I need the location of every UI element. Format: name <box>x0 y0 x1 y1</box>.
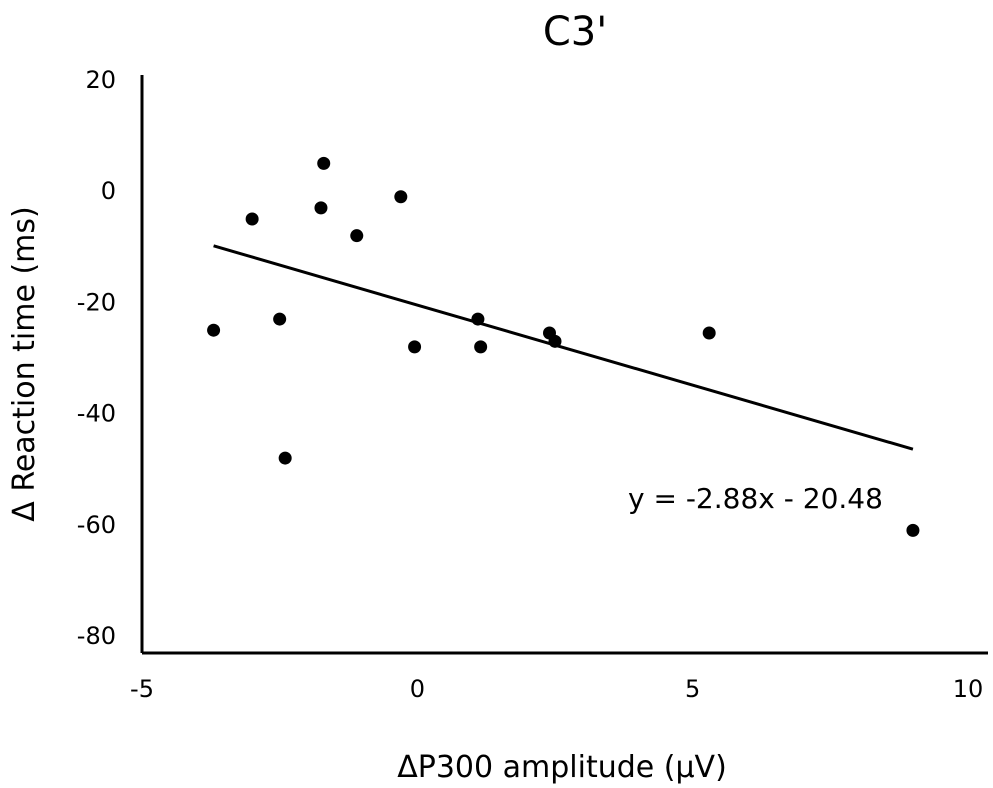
x-tick-label: 0 <box>410 675 425 703</box>
data-point <box>207 323 221 337</box>
x-axis-label: ΔP300 amplitude (μV) <box>397 750 727 785</box>
data-points <box>207 156 920 537</box>
data-point <box>471 312 485 326</box>
data-point <box>278 451 292 465</box>
y-tick-label: -80 <box>77 622 116 650</box>
data-point <box>408 340 422 354</box>
y-tick-label: -40 <box>77 400 116 428</box>
y-tick-label: 0 <box>101 177 116 205</box>
data-point <box>906 523 920 537</box>
data-point <box>245 212 259 226</box>
y-tick-label: -20 <box>77 288 116 316</box>
data-point <box>548 334 562 348</box>
data-point <box>394 190 408 204</box>
trendline <box>213 244 914 451</box>
y-tick-labels: 20 0 -20 -40 -60 -80 <box>77 66 116 650</box>
data-point <box>273 312 287 326</box>
axes <box>140 75 988 655</box>
data-point <box>317 156 331 170</box>
y-tick-label: -60 <box>77 511 116 539</box>
x-tick-label: 10 <box>953 675 984 703</box>
x-tick-label: 5 <box>685 675 700 703</box>
chart-title: C3' <box>543 9 607 55</box>
x-tick-labels: -5 0 5 10 <box>130 675 983 703</box>
y-axis-label: Δ Reaction time (ms) <box>7 206 42 521</box>
data-point <box>314 201 328 215</box>
x-tick-label: -5 <box>130 675 154 703</box>
y-tick-label: 20 <box>85 66 116 94</box>
trendline-equation: y = -2.88x - 20.48 <box>628 482 883 515</box>
data-point <box>350 229 364 243</box>
data-point <box>474 340 488 354</box>
data-point <box>702 326 716 340</box>
